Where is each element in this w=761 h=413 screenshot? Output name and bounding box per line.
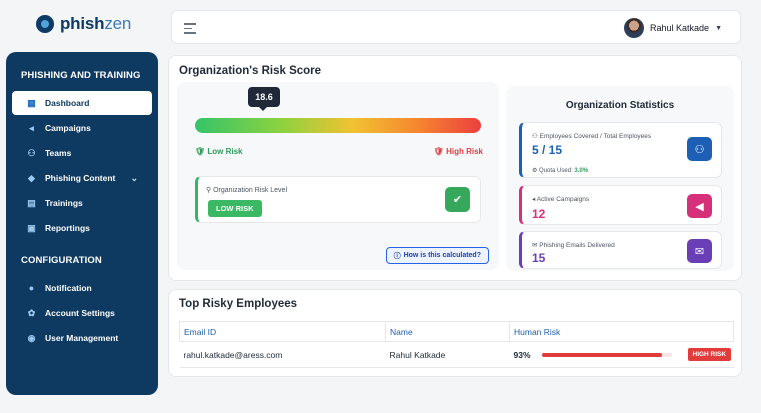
employee-human-risk: 93% HIGH RISK	[509, 341, 734, 368]
brand-name: phishzen	[60, 14, 132, 33]
sidebar-item-user-management[interactable]: ◉ User Management	[27, 332, 119, 344]
top-bar: Rahul Katkade ▼	[171, 10, 741, 44]
dashboard-icon: ▦	[27, 97, 36, 108]
gear-icon: ✿	[27, 307, 36, 318]
emails-delivered-value: 15	[532, 251, 546, 265]
column-header-name[interactable]: Name	[385, 321, 510, 342]
report-icon: ▣	[27, 222, 36, 233]
active-campaigns-stat: ◂ Active Campaigns 12 ◀	[519, 185, 722, 225]
megaphone-icon: ◂	[29, 122, 34, 133]
risky-employees-table: Email ID Name Human Risk rahul.katkade@a…	[179, 321, 734, 368]
hamburger-icon[interactable]	[184, 23, 196, 37]
table-header-row: Email ID Name Human Risk	[179, 321, 734, 342]
bell-icon: ●	[28, 283, 35, 293]
sidebar-item-teams[interactable]: ⚇ Teams	[27, 147, 72, 159]
caret-down-icon: ▼	[715, 24, 722, 32]
risk-level-box: ⚲ Organization Risk Level LOW RISK ✔	[195, 176, 481, 223]
chevron-down-icon: ⌄	[130, 172, 138, 183]
content-icon: ◆	[28, 172, 35, 183]
column-header-human-risk[interactable]: Human Risk	[509, 321, 734, 342]
employee-email: rahul.katkade@aress.com	[179, 341, 386, 368]
active-campaigns-value: 12	[532, 207, 546, 221]
emails-delivered-stat: ✉ Phishing Emails Delivered 15 ✉	[519, 231, 722, 269]
organization-statistics-panel: Organization Statistics ⚇ Employees Cove…	[506, 86, 734, 271]
phishzen-logo-icon	[36, 15, 54, 33]
risk-level-badge: LOW RISK	[208, 200, 262, 217]
risky-employees-title: Top Risky Employees	[179, 298, 298, 310]
sidebar-item-account-settings[interactable]: ✿ Account Settings	[27, 307, 115, 319]
training-icon: ▤	[27, 197, 36, 208]
top-risky-employees-card: Top Risky Employees Email ID Name Human …	[168, 289, 742, 377]
risk-gauge-panel: 18.6 🛡 Low Risk 🛡 High Risk ⚲ Organizati…	[177, 82, 499, 270]
low-risk-label: 🛡 Low Risk	[195, 147, 243, 156]
users-icon: ⚇	[27, 147, 36, 158]
sidebar-section-heading: PHISHING AND TRAINING	[21, 70, 141, 81]
table-row[interactable]: rahul.katkade@aress.com Rahul Katkade 93…	[179, 341, 734, 368]
users-icon: ⚇	[687, 137, 712, 161]
megaphone-icon: ◀	[687, 194, 712, 218]
sidebar-item-notification[interactable]: ● Notification	[12, 276, 152, 300]
sidebar-item-phishing-content[interactable]: ◆ Phishing Content ⌄	[12, 166, 152, 190]
employees-covered-label: ⚇ Employees Covered / Total Employees	[532, 133, 652, 140]
column-header-email[interactable]: Email ID	[179, 321, 386, 342]
risk-level-label: ⚲ Organization Risk Level	[206, 187, 288, 194]
shield-check-icon: ✔	[445, 187, 470, 212]
employee-name: Rahul Katkade	[385, 341, 510, 368]
how-calculated-button[interactable]: ⓘ How is this calculated?	[385, 247, 489, 264]
risk-score-title: Organization's Risk Score	[179, 65, 322, 77]
employees-covered-value: 5 / 15	[532, 143, 563, 157]
risk-score-tooltip: 18.6	[248, 87, 280, 111]
employees-covered-stat: ⚇ Employees Covered / Total Employees 5 …	[519, 122, 722, 178]
risk-progress-fill	[541, 352, 663, 357]
sidebar-item-campaigns[interactable]: ◂ Campaigns	[12, 116, 152, 140]
sidebar-item-dashboard[interactable]: ▦ Dashboard	[12, 91, 152, 115]
risk-gradient-bar	[195, 118, 481, 133]
quota-used: ⚙ Quota Used: 3.0%	[532, 168, 589, 174]
user-manage-icon: ◉	[27, 332, 36, 343]
emails-delivered-label: ✉ Phishing Emails Delivered	[532, 242, 615, 249]
sidebar-item-reportings[interactable]: ▣ Reportings	[27, 222, 90, 234]
active-campaigns-label: ◂ Active Campaigns	[532, 196, 590, 203]
avatar	[624, 18, 645, 38]
brand-logo[interactable]: phishzen	[36, 14, 131, 34]
user-name: Rahul Katkade	[650, 23, 710, 33]
risk-score-card: Organization's Risk Score 18.6 🛡 Low Ris…	[168, 55, 742, 281]
user-menu[interactable]: Rahul Katkade ▼	[624, 18, 722, 38]
sidebar: PHISHING AND TRAINING ▦ Dashboard ◂ Campai…	[6, 52, 158, 395]
stats-title: Organization Statistics	[565, 100, 675, 111]
sidebar-section-heading: CONFIGURATION	[21, 255, 102, 266]
high-risk-label: 🛡 High Risk	[433, 147, 483, 156]
sidebar-item-trainings[interactable]: ▤ Trainings	[27, 197, 83, 209]
risk-progress-bar	[541, 352, 672, 357]
help-icon: ⓘ	[393, 252, 401, 260]
mail-icon: ✉	[687, 239, 712, 263]
high-risk-badge: HIGH RISK	[687, 348, 732, 361]
risk-percentage: 93%	[513, 349, 531, 360]
